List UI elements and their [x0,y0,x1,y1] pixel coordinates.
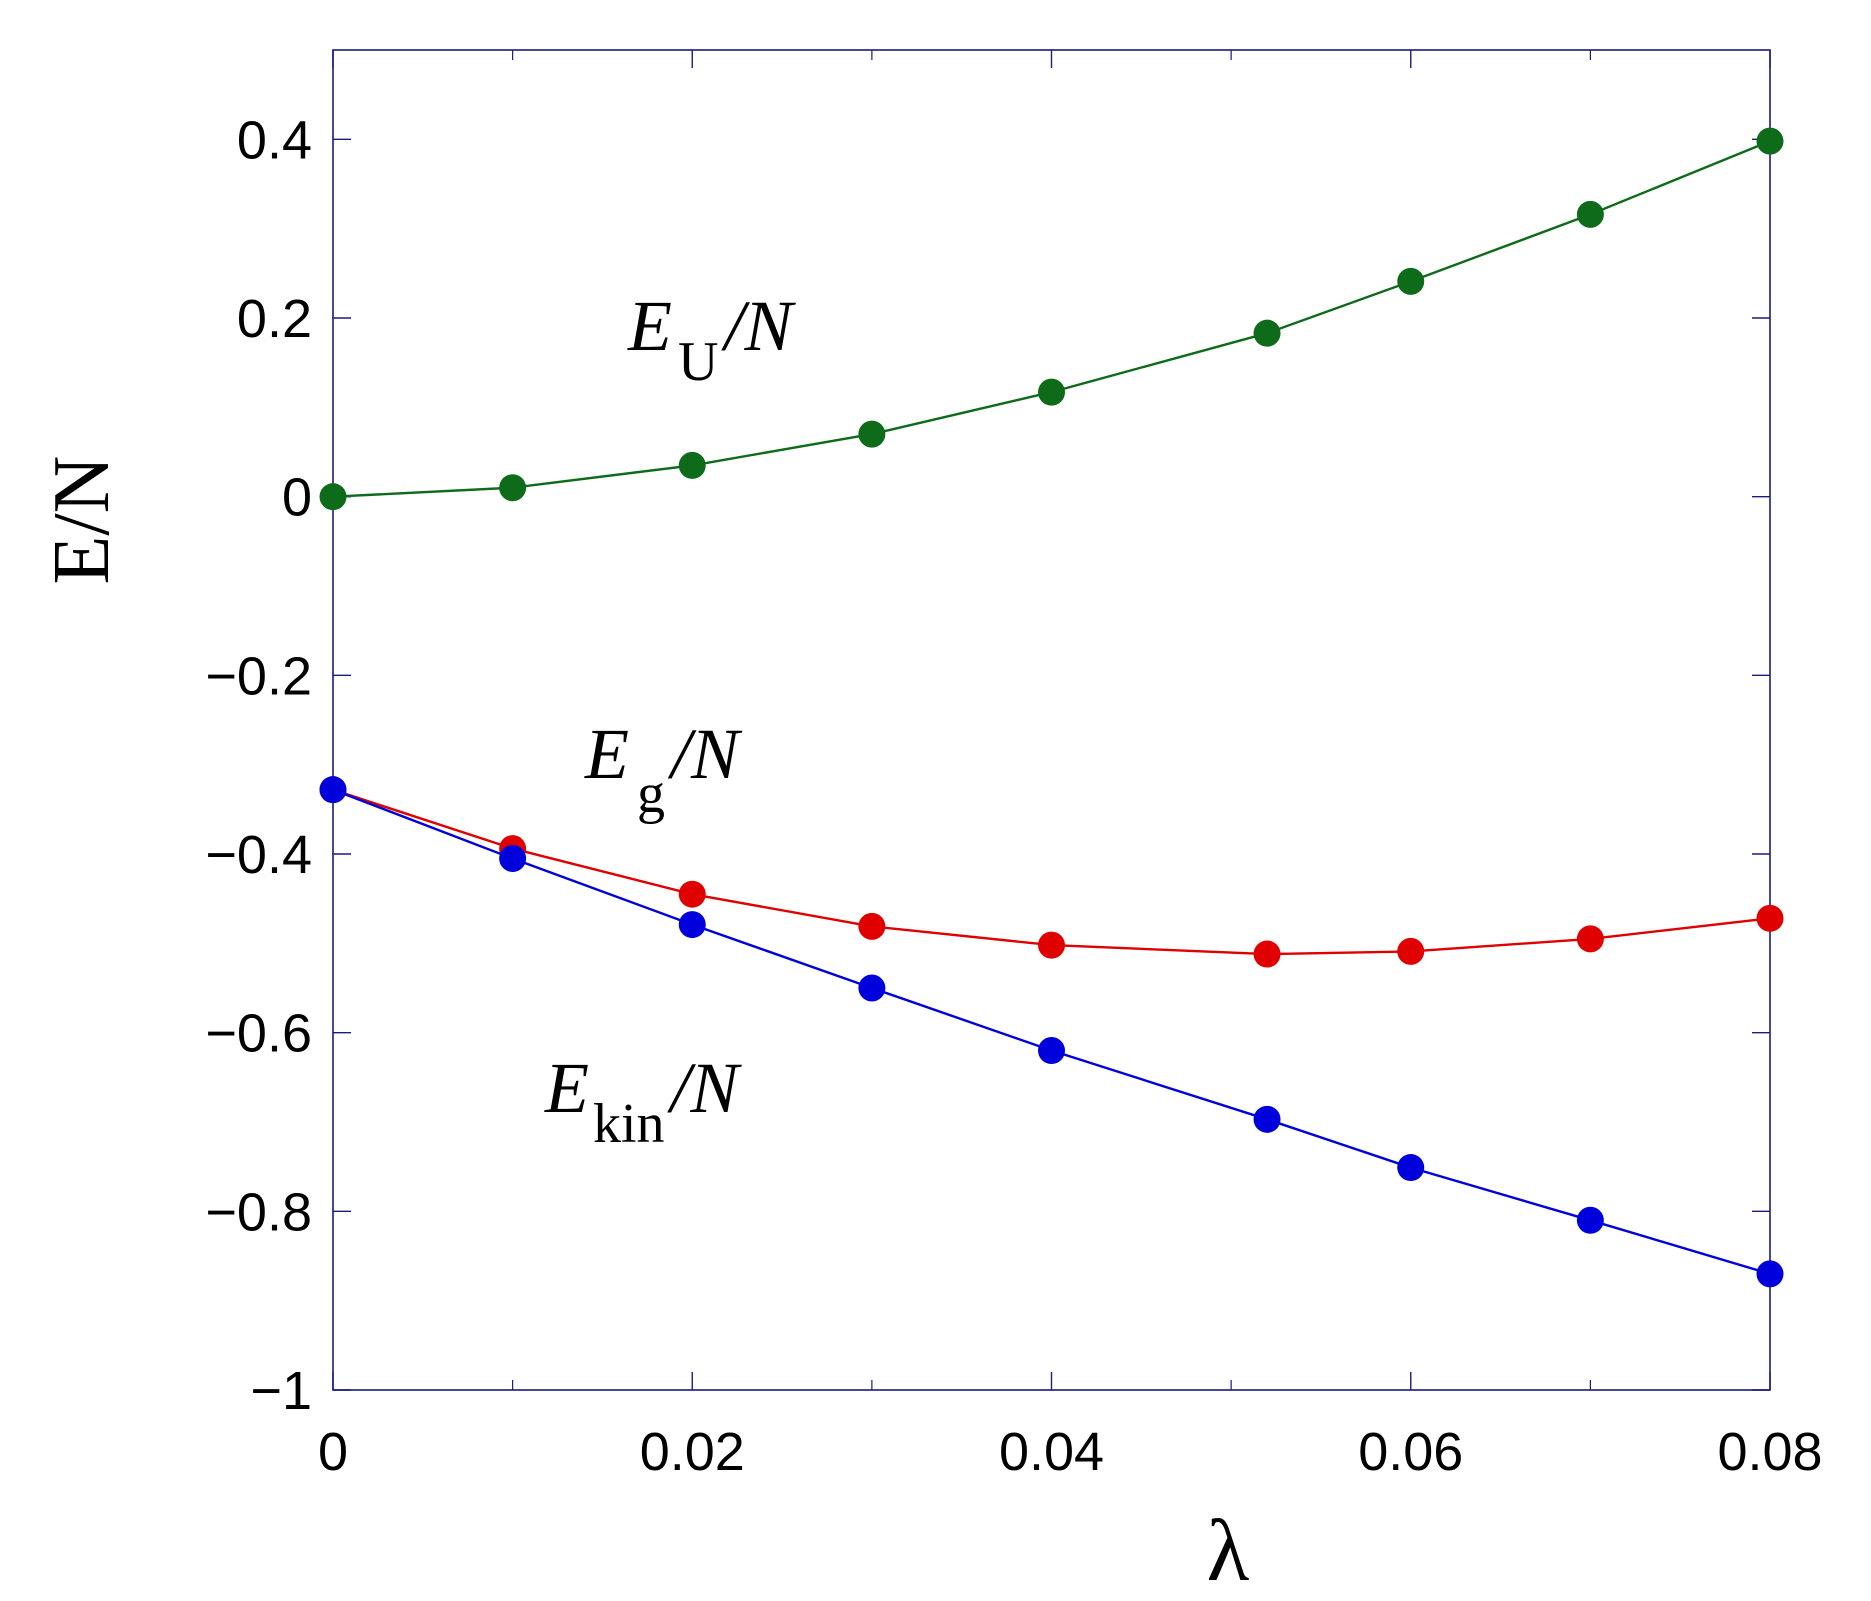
y-tick-label: −0.6 [205,1004,312,1064]
series-layer [319,127,1784,1288]
x-tick-label: 0.04 [999,1422,1104,1482]
y-tick-label: −1 [250,1361,312,1421]
data-point [678,880,706,908]
series-0 [319,127,1784,511]
y-tick-label: −0.8 [205,1182,312,1242]
data-point [1576,925,1604,953]
x-tick-label: 0 [318,1422,348,1482]
x-tick-label: 0.02 [640,1422,745,1482]
x-tick-label: 0.06 [1358,1422,1463,1482]
data-point [1253,1105,1281,1133]
data-point [1576,200,1604,228]
y-tick-label: −0.2 [205,646,312,706]
x-axis-title: λ [1207,1503,1250,1600]
data-point [678,451,706,479]
data-point [1253,940,1281,968]
data-point [1397,937,1425,965]
data-point [678,911,706,939]
data-point [1397,1154,1425,1182]
y-axis-title: E/N [38,456,126,585]
data-point [319,776,347,804]
data-point [1576,1206,1604,1234]
data-point [1756,127,1784,155]
data-point [1038,378,1065,406]
data-point [858,912,886,940]
axes: 0 0.02 0.04 0.06 0.08 −1 −0.8 −0.6 −0.4 −0.2 0 0.2 0… [205,49,1823,1482]
y-tick-label: 0.2 [237,289,312,349]
series-label-ekin: Ekin/N [544,1048,743,1155]
data-point [319,483,347,511]
series-1 [319,776,1784,968]
data-point [1038,931,1065,959]
data-point [1756,904,1784,932]
series-line [332,788,1771,1276]
series-2 [319,776,1784,1288]
data-point [1038,1037,1065,1065]
series-line [332,139,1771,498]
data-point [858,420,886,448]
y-tick-label: −0.4 [205,825,312,885]
data-point [858,974,886,1002]
y-tick-label: 0.4 [237,110,312,170]
data-point [1397,267,1425,295]
data-point [499,474,527,502]
plot-frame [332,49,1771,1391]
data-point [1756,1260,1784,1288]
y-tick-label: 0 [282,468,312,528]
x-tick-label: 0.08 [1717,1422,1822,1482]
data-point [1253,319,1281,347]
series-label-eu: E U/N [627,286,796,393]
data-point [499,844,527,872]
